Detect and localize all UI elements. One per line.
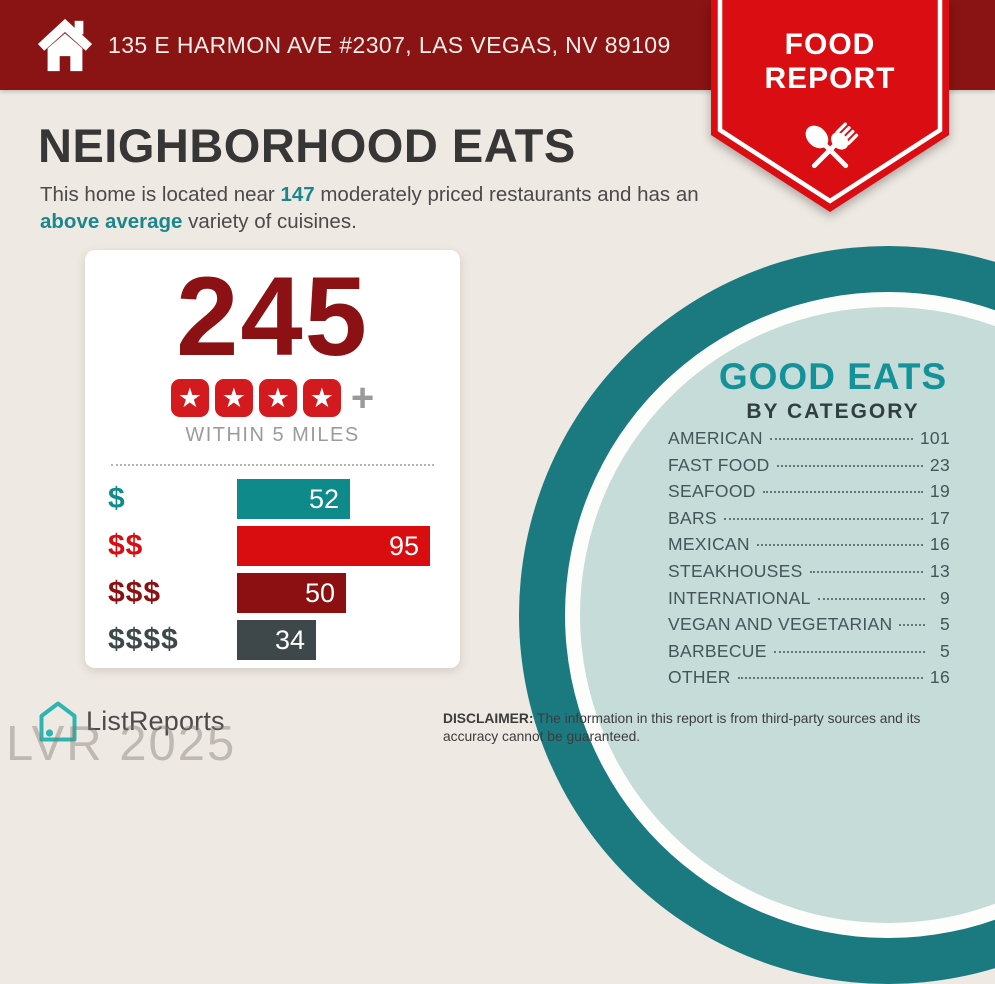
total-restaurants: 245 [176, 254, 369, 379]
home-icon [37, 18, 93, 72]
category-row: BARS 17 [668, 508, 950, 535]
dot-leader [773, 650, 925, 653]
category-row: SEAFOOD 19 [668, 481, 950, 508]
category-row: BARBECUE 5 [668, 641, 950, 668]
category-label: OTHER [668, 667, 731, 688]
category-value: 101 [919, 428, 950, 448]
variety-highlight: above average [40, 210, 183, 234]
star-icon: ★ [170, 379, 209, 418]
chart-row: $52 [85, 479, 460, 520]
radius-label: WITHIN 5 MILES [185, 424, 360, 447]
good-eats-subtitle: BY CATEGORY [746, 400, 920, 423]
dot-leader [817, 597, 925, 600]
price-tier-bar: 52 [237, 479, 350, 520]
category-label: BARS [668, 507, 717, 528]
category-value: 5 [939, 640, 950, 661]
food-report-ribbon: FOOD REPORT [711, 0, 949, 212]
category-value: 16 [929, 534, 950, 555]
price-tier-label: $$$$ [108, 623, 179, 657]
chart-row: $$$$ 34 [85, 620, 460, 661]
ribbon-line1: FOOD [785, 28, 876, 61]
category-label: STEAKHOUSES [668, 560, 803, 581]
category-value: 16 [929, 667, 950, 688]
price-tier-label: $$$ [108, 576, 162, 610]
category-row: INTERNATIONAL 9 [668, 588, 950, 615]
category-row: VEGAN AND VEGETARIAN 5 [668, 614, 950, 641]
bar-value: 50 [304, 577, 335, 608]
good-eats-header: GOOD EATS BY CATEGORY [668, 356, 995, 424]
category-label: FAST FOOD [668, 454, 770, 475]
category-label: VEGAN AND VEGETARIAN [668, 614, 893, 635]
dot-leader [737, 677, 923, 680]
category-value: 9 [939, 587, 950, 608]
star-icon: ★ [258, 379, 297, 418]
dot-leader [723, 517, 923, 520]
listreports-logo-icon [39, 701, 77, 742]
category-row: STEAKHOUSES 13 [668, 561, 950, 588]
price-tier-label: $$ [108, 529, 144, 563]
category-label: AMERICAN [668, 428, 763, 448]
dot-leader [809, 570, 923, 573]
bar-value: 95 [388, 530, 419, 561]
utensils-icon [805, 122, 859, 169]
category-row: AMERICAN 101 [668, 428, 950, 455]
dot-leader [762, 491, 923, 494]
bar-value: 34 [274, 624, 305, 655]
price-tier-bar-chart: $52 $$ 95 $$$ 50 $$$$ 34 [85, 479, 460, 661]
price-tier-bar: 34 [237, 620, 316, 661]
watermark: LVR 2025 [6, 717, 237, 771]
star-icon: ★ [214, 379, 253, 418]
category-label: SEAFOOD [668, 481, 756, 502]
category-value: 13 [929, 560, 950, 581]
category-label: BARBECUE [668, 640, 767, 661]
price-tier-bar: 50 [237, 573, 346, 614]
category-row: FAST FOOD 23 [668, 455, 950, 482]
restaurant-summary-card: 245 ★ ★ ★ ★ + WITHIN 5 MILES $52 $$ 95 $$$ 50 $$$… [85, 250, 460, 668]
star-rating: ★ ★ ★ ★ + [85, 376, 460, 420]
property-address: 135 E HARMON AVE #2307, LAS VEGAS, NV 89… [108, 31, 671, 58]
category-label: MEXICAN [668, 534, 750, 555]
dot-leader [756, 544, 923, 547]
listreports-logo: ListReports [38, 700, 225, 743]
category-row: OTHER 16 [668, 667, 950, 694]
dot-leader [776, 464, 923, 467]
good-eats-category-list: AMERICAN 101 FAST FOOD 23 SEAFOOD 19 BARS 17 MEX… [668, 428, 950, 694]
plus-icon: + [350, 376, 375, 421]
star-icon: ★ [302, 379, 341, 418]
category-row: MEXICAN 16 [668, 534, 950, 561]
category-value: 5 [939, 614, 950, 635]
bar-value: 52 [308, 483, 339, 514]
good-eats-title: GOOD EATS [718, 356, 948, 397]
dot-leader [769, 438, 913, 440]
category-value: 23 [929, 454, 950, 475]
listreports-logo-text: ListReports [86, 706, 225, 736]
price-tier-bar: 95 [237, 526, 430, 567]
chart-row: $$$ 50 [85, 573, 460, 614]
dot-leader [899, 624, 925, 627]
disclaimer: DISCLAIMER: The information in this repo… [443, 711, 921, 745]
divider [111, 464, 434, 467]
ribbon-line2: REPORT [764, 62, 895, 95]
restaurant-count: 147 [280, 183, 315, 206]
category-value: 17 [929, 507, 950, 528]
price-tier-label: $ [108, 482, 126, 516]
category-value: 19 [929, 481, 950, 502]
page-subtitle: This home is located near 147 moderately… [40, 183, 699, 234]
page-title: NEIGHBORHOOD EATS [38, 119, 576, 172]
category-label: INTERNATIONAL [668, 587, 811, 608]
chart-row: $$ 95 [85, 526, 460, 567]
